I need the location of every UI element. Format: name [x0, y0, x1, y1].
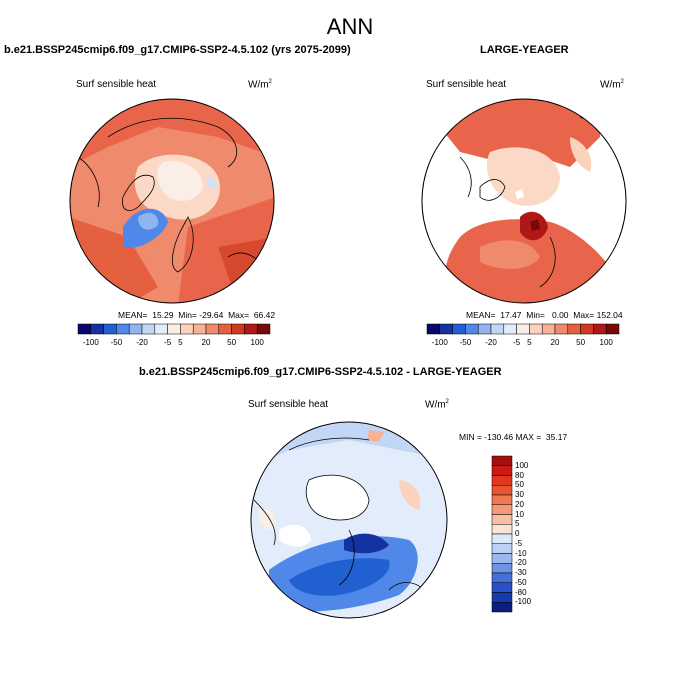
colorbar-label: -100 [431, 338, 448, 347]
colorbar-swatch [491, 485, 513, 496]
colorbar-label: -20 [485, 338, 497, 347]
colorbar-swatch [426, 323, 441, 335]
colorbar-swatch [491, 582, 513, 593]
colorbar-swatch [103, 323, 117, 335]
colorbar-label: -30 [515, 568, 527, 577]
panel1-map [69, 98, 275, 304]
colorbar-swatch [491, 592, 513, 603]
colorbar-label: -10 [515, 548, 527, 558]
colorbar-label: 5 [178, 338, 183, 347]
colorbar-swatch [491, 514, 513, 525]
panel1-colorbar [77, 323, 271, 335]
colorbar-swatch [541, 323, 556, 335]
colorbar-label: -50 [110, 338, 123, 347]
colorbar-label: 0 [515, 529, 520, 538]
colorbar-swatch [192, 323, 207, 335]
panel2-colorbar-labels: -100 -50 -20 -5 5 20 50 100 [427, 338, 619, 350]
colorbar-swatch [167, 323, 181, 335]
colorbar-swatch [491, 475, 513, 486]
panel2-units: W/m2 [600, 79, 624, 91]
colorbar-swatch [439, 323, 453, 335]
colorbar-swatch [244, 323, 258, 335]
colorbar-swatch [491, 494, 513, 505]
colorbar-label: 20 [550, 338, 560, 347]
colorbar-label: 80 [515, 470, 524, 480]
panel1-variable: Surf sensible heat [76, 79, 157, 90]
colorbar-swatch [491, 465, 513, 476]
colorbar-swatch [477, 323, 492, 335]
colorbar-label: 20 [201, 338, 211, 347]
colorbar-swatch [491, 533, 513, 544]
colorbar-swatch [128, 323, 143, 335]
colorbar-swatch [491, 572, 513, 583]
colorbar-swatch [116, 323, 130, 335]
panel3-stats: MIN = -130.46 MAX = 35.17 [459, 432, 568, 442]
colorbar-swatch [490, 323, 505, 335]
colorbar-label: -80 [515, 587, 527, 597]
colorbar-swatch [516, 323, 530, 335]
panel1-units: W/m2 [248, 79, 272, 91]
colorbar-label: -5 [513, 338, 521, 347]
colorbar-swatch [593, 323, 607, 335]
colorbar-swatch [491, 553, 513, 564]
colorbar-swatch [491, 563, 513, 574]
panel3-title: b.e21.BSSP245cmip6.f09_g17.CMIP6-SSP2-4.… [139, 366, 502, 378]
panel2-colorbar [426, 323, 620, 335]
colorbar-label: -100 [515, 597, 532, 607]
colorbar-label: 100 [250, 338, 264, 347]
colorbar-swatch [231, 323, 245, 335]
colorbar-label: 5 [515, 519, 520, 529]
panel3-units: W/m2 [425, 399, 449, 411]
panel2-stats: MEAN= 17.47 Min= 0.00 Max= 152.04 [466, 310, 623, 320]
colorbar-label: 100 [599, 338, 613, 347]
colorbar-swatch [205, 323, 220, 335]
colorbar-swatch [554, 323, 569, 335]
panel2-variable: Surf sensible heat [426, 79, 507, 90]
colorbar-label: 10 [515, 509, 524, 519]
colorbar-swatch [567, 323, 581, 335]
colorbar-label: -20 [136, 338, 148, 347]
panel3-variable: Surf sensible heat [248, 399, 329, 410]
colorbar-label: -20 [515, 558, 527, 568]
colorbar-swatch [90, 323, 104, 335]
panel1-title: b.e21.BSSP245cmip6.f09_g17.CMIP6-SSP2-4.… [4, 44, 351, 56]
colorbar-label: -5 [164, 338, 172, 347]
colorbar-swatch [491, 455, 513, 466]
colorbar-swatch [180, 323, 194, 335]
colorbar-label: 100 [515, 460, 529, 470]
colorbar-swatch [141, 323, 156, 335]
panel3-colorbar-labels: 100 80 50 30 20 10 5 0 -5 -10 -20 -30 -50 -80 -100 [515, 456, 545, 612]
panel1-colorbar-labels: -100 -50 -20 -5 5 20 50 100 [78, 338, 270, 350]
colorbar-label: -50 [515, 577, 527, 587]
colorbar-swatch [154, 323, 168, 335]
colorbar-swatch [77, 323, 92, 335]
colorbar-label: -5 [515, 538, 523, 548]
colorbar-swatch [491, 543, 513, 554]
colorbar-swatch [491, 504, 513, 515]
colorbar-swatch [256, 323, 271, 335]
colorbar-swatch [529, 323, 543, 335]
panel2-title: LARGE-YEAGER [480, 44, 569, 56]
colorbar-label: 30 [515, 490, 524, 499]
panel3-map [250, 421, 448, 619]
colorbar-label: 50 [227, 338, 237, 347]
colorbar-label: 20 [515, 499, 524, 509]
colorbar-swatch [605, 323, 620, 335]
colorbar-swatch [218, 323, 232, 335]
colorbar-label: 50 [515, 480, 524, 490]
colorbar-swatch [503, 323, 517, 335]
colorbar-swatch [491, 524, 513, 535]
panel3-colorbar [491, 455, 513, 613]
colorbar-swatch [491, 602, 513, 613]
colorbar-swatch [465, 323, 479, 335]
panel2-map [421, 98, 627, 304]
colorbar-label: -50 [459, 338, 472, 347]
figure-title: ANN [326, 14, 374, 39]
colorbar-label: 50 [576, 338, 586, 347]
colorbar-swatch [452, 323, 466, 335]
panel1-stats: MEAN= 15.29 Min= -29.64 Max= 66.42 [118, 310, 276, 320]
colorbar-swatch [580, 323, 594, 335]
colorbar-label: -100 [82, 338, 99, 347]
colorbar-label: 5 [527, 338, 532, 347]
